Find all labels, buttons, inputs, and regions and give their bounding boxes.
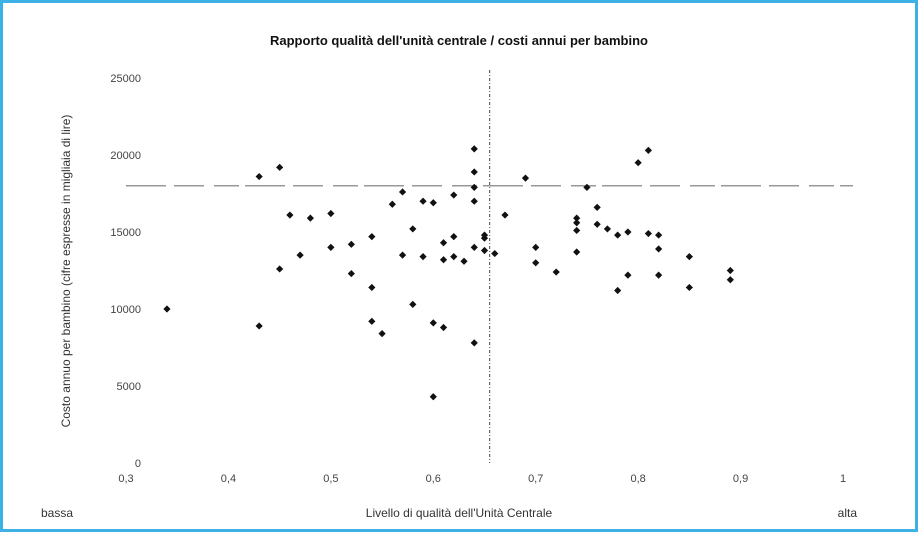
x-tick-label: 0,7 bbox=[528, 473, 543, 485]
data-point bbox=[480, 234, 489, 242]
data-point bbox=[644, 229, 652, 238]
data-point bbox=[573, 248, 581, 256]
x-tick-label: 0,4 bbox=[221, 473, 236, 485]
data-point bbox=[163, 305, 171, 313]
data-point bbox=[347, 269, 355, 278]
data-point bbox=[470, 145, 478, 153]
data-point bbox=[429, 393, 437, 401]
data-point bbox=[644, 146, 652, 154]
x-tick-label: 0,8 bbox=[630, 473, 645, 485]
data-point bbox=[409, 225, 417, 233]
data-point bbox=[603, 225, 612, 233]
data-point bbox=[398, 188, 407, 196]
data-point bbox=[429, 319, 437, 327]
data-point bbox=[347, 240, 355, 248]
y-tick-labels: 0 5000 10000 15000 20000 25000 bbox=[110, 73, 141, 470]
data-point bbox=[470, 168, 478, 176]
data-point bbox=[491, 249, 499, 258]
data-point bbox=[429, 199, 437, 207]
y-tick-label: 15000 bbox=[110, 227, 141, 239]
y-tick-label: 25000 bbox=[110, 73, 141, 85]
data-point bbox=[327, 243, 335, 251]
data-point bbox=[593, 220, 601, 228]
data-point bbox=[439, 323, 448, 332]
y-tick-label: 20000 bbox=[110, 150, 141, 162]
x-low-label: bassa bbox=[41, 506, 74, 520]
data-point bbox=[368, 317, 376, 325]
data-point bbox=[327, 209, 335, 218]
data-point bbox=[368, 233, 376, 241]
data-point bbox=[276, 163, 284, 171]
y-tick-label: 5000 bbox=[117, 381, 141, 393]
data-point bbox=[470, 243, 478, 251]
data-point bbox=[306, 214, 314, 222]
data-point bbox=[470, 183, 478, 191]
data-point bbox=[450, 253, 458, 261]
data-point bbox=[419, 197, 427, 205]
data-point bbox=[470, 339, 478, 347]
x-high-label: alta bbox=[837, 506, 857, 520]
x-axis-label: Livello di qualità dell'Unità Centrale bbox=[365, 506, 553, 520]
data-point bbox=[655, 245, 663, 253]
data-point bbox=[450, 191, 458, 199]
data-point bbox=[552, 268, 560, 276]
data-point bbox=[368, 283, 376, 292]
x-tick-labels: 0,3 0,4 0,5 0,6 0,7 0,8 0,9 1 bbox=[118, 473, 846, 485]
x-tick-label: 0,3 bbox=[118, 473, 133, 485]
data-point bbox=[255, 172, 263, 181]
data-point bbox=[573, 219, 581, 227]
x-tick-label: 0,9 bbox=[733, 473, 748, 485]
data-point bbox=[276, 265, 284, 273]
data-point bbox=[296, 251, 304, 259]
x-tick-label: 1 bbox=[840, 473, 846, 485]
data-point bbox=[614, 286, 622, 295]
reference-lines bbox=[126, 70, 853, 463]
data-point bbox=[624, 228, 632, 236]
y-axis-label: Costo annuo per bambino (cifre espresse … bbox=[59, 115, 73, 428]
data-point bbox=[409, 300, 417, 308]
data-point bbox=[439, 256, 448, 264]
x-tick-label: 0,5 bbox=[323, 473, 338, 485]
data-point bbox=[480, 246, 489, 255]
data-point bbox=[655, 271, 663, 279]
data-point bbox=[573, 226, 581, 235]
chart-title: Rapporto qualità dell'unità centrale / c… bbox=[270, 33, 648, 48]
data-point bbox=[583, 183, 591, 191]
data-points bbox=[163, 145, 734, 401]
data-point bbox=[450, 233, 458, 241]
data-point bbox=[439, 239, 448, 247]
data-point bbox=[286, 211, 294, 219]
data-point bbox=[460, 257, 468, 265]
y-tick-label: 10000 bbox=[110, 304, 141, 316]
data-point bbox=[614, 231, 622, 239]
data-point bbox=[532, 259, 540, 267]
x-tick-label: 0,6 bbox=[426, 473, 441, 485]
y-tick-label: 0 bbox=[135, 458, 141, 470]
data-point bbox=[655, 231, 663, 239]
data-point bbox=[685, 283, 693, 292]
data-point bbox=[726, 266, 734, 275]
data-point bbox=[573, 214, 581, 222]
data-point bbox=[419, 253, 427, 261]
data-point bbox=[398, 251, 407, 259]
data-point bbox=[726, 276, 734, 284]
data-point bbox=[255, 322, 263, 330]
data-point bbox=[388, 200, 396, 208]
data-point bbox=[593, 203, 601, 211]
data-point bbox=[624, 271, 632, 279]
data-point bbox=[521, 174, 530, 182]
data-point bbox=[470, 197, 478, 205]
data-point bbox=[685, 253, 693, 261]
data-point bbox=[532, 243, 540, 251]
data-point bbox=[634, 159, 642, 167]
data-point bbox=[378, 330, 386, 338]
data-point bbox=[501, 211, 509, 219]
